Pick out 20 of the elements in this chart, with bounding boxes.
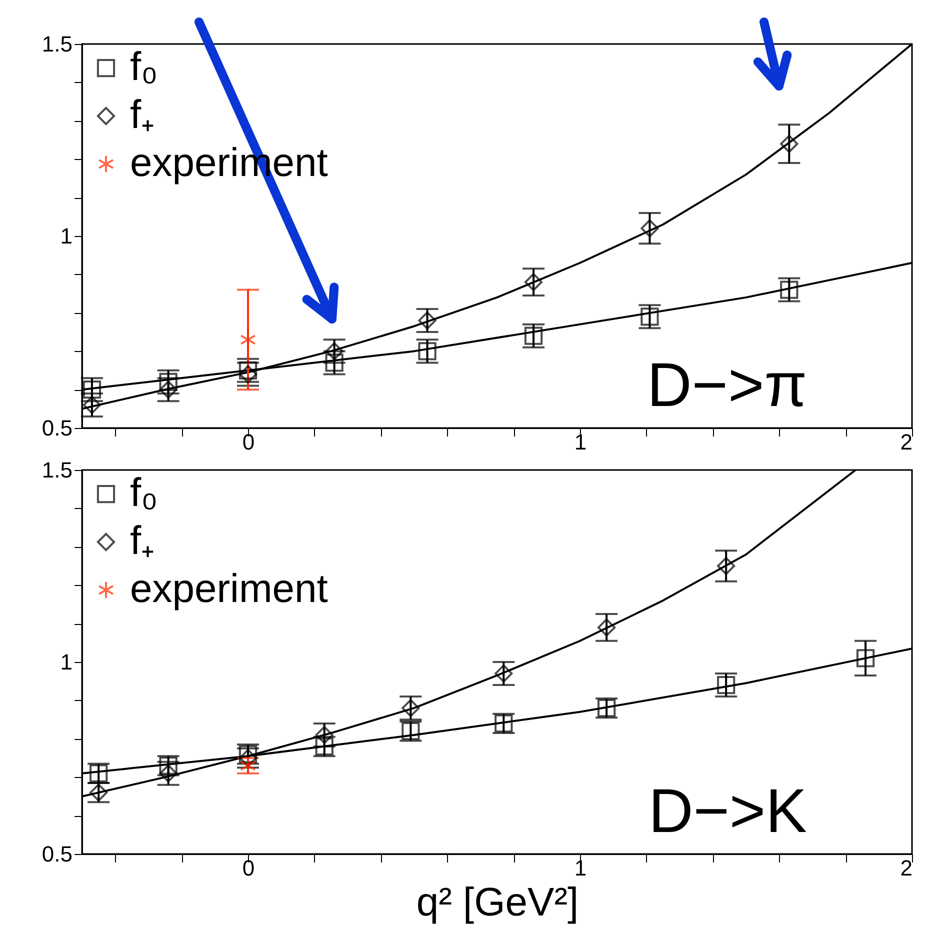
legend-label: f₊ xyxy=(130,519,156,563)
x-axis-title: q² [GeV²] xyxy=(416,880,579,924)
x-tick-label: 1 xyxy=(574,430,587,454)
y-tick-label: 1 xyxy=(60,224,72,248)
y-tick-label: 1.5 xyxy=(42,458,72,482)
legend-label: f₀ xyxy=(130,471,158,515)
x-tick-label: 1 xyxy=(574,856,587,880)
annotation: D−>π xyxy=(647,351,807,420)
annotation: D−>K xyxy=(648,777,807,846)
legend-label: experiment xyxy=(130,567,328,611)
y-tick-label: 1.5 xyxy=(42,32,72,56)
y-tick-label: 0.5 xyxy=(42,842,72,866)
y-tick-label: 0.5 xyxy=(42,416,72,440)
x-tick-label: 2 xyxy=(900,430,912,454)
x-tick-label: 0 xyxy=(242,856,255,880)
legend-label: f₀ xyxy=(130,45,158,89)
y-tick-label: 1 xyxy=(60,650,72,674)
x-tick-label: 2 xyxy=(900,856,912,880)
legend-label: f₊ xyxy=(130,93,156,137)
x-tick-label: 0 xyxy=(242,430,255,454)
